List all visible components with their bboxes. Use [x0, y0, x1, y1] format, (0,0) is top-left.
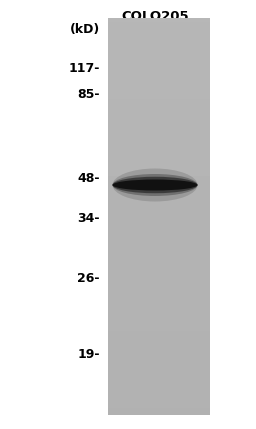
Text: (kD): (kD): [70, 24, 100, 36]
Text: 19-: 19-: [78, 348, 100, 362]
Text: 48-: 48-: [78, 172, 100, 184]
Ellipse shape: [112, 169, 197, 202]
Text: 117-: 117-: [69, 61, 100, 75]
Ellipse shape: [112, 177, 197, 193]
Ellipse shape: [112, 174, 197, 196]
Text: COLO205: COLO205: [121, 10, 189, 23]
Text: 26-: 26-: [78, 272, 100, 284]
Text: 85-: 85-: [78, 88, 100, 102]
Text: 34-: 34-: [78, 211, 100, 224]
Ellipse shape: [112, 179, 197, 190]
